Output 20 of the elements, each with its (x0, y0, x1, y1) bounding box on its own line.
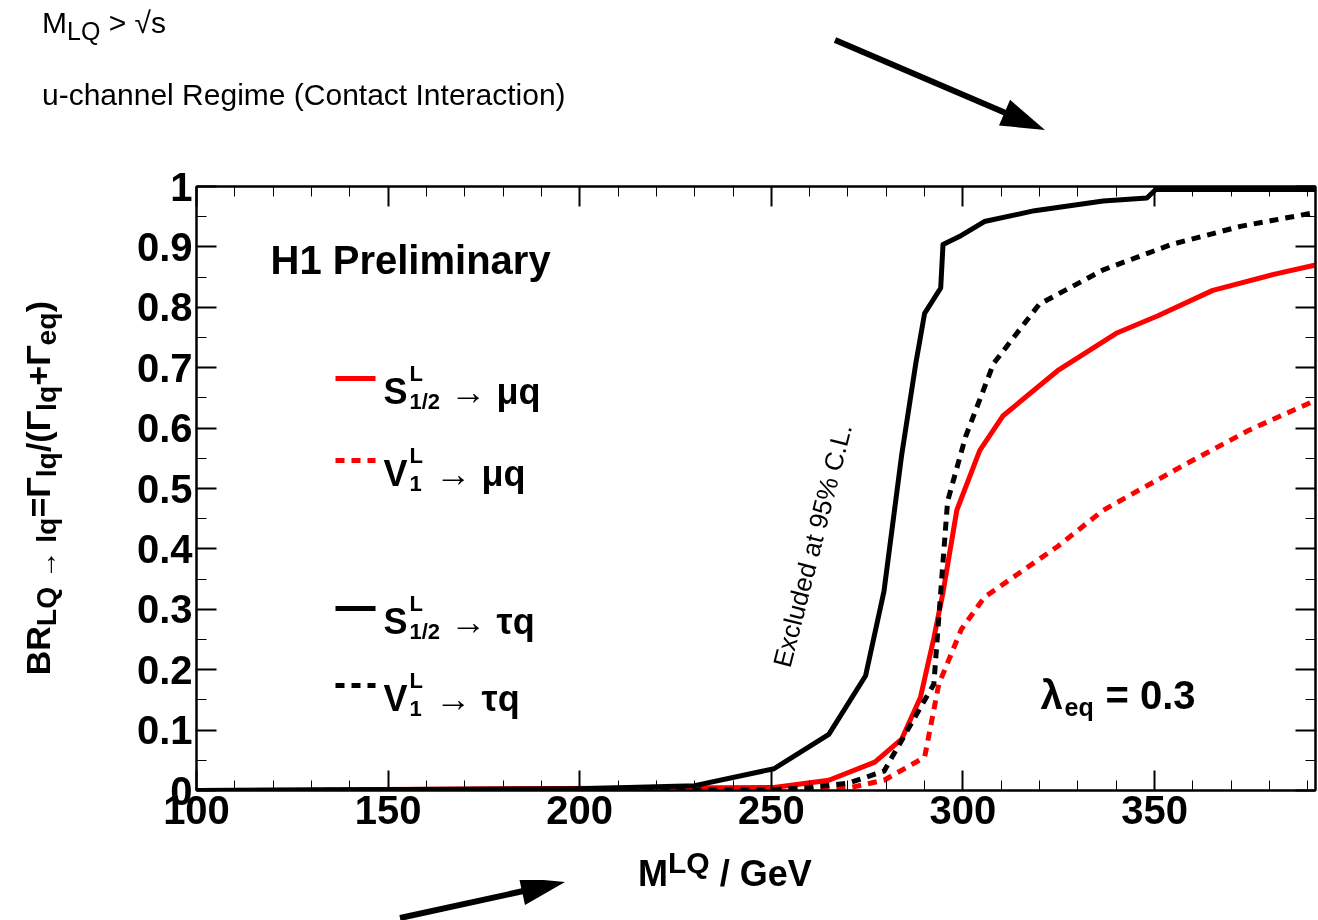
x-tick-label: 350 (1121, 787, 1188, 832)
x-tick-label: 300 (929, 787, 997, 832)
x-axis-title: M$^{LQ}$ / GeV (638, 845, 812, 896)
annotation: Excluded at 95% C.L. (766, 420, 859, 671)
y-tick-label: 1 (170, 164, 193, 209)
text: M$_{LQ}$ > √s (42, 6, 167, 45)
text: u-channel Regime (Contact Interaction) (42, 78, 566, 111)
y-tick-label: 0.2 (136, 647, 193, 692)
y-tick-label: 0.8 (136, 285, 193, 330)
y-tick-label: 0.6 (136, 406, 193, 451)
y-tick-label: 0.9 (136, 224, 193, 269)
y-tick-label: 0.1 (136, 708, 193, 753)
x-tick-label: 200 (546, 787, 614, 832)
y-tick-label: 0.7 (136, 345, 193, 390)
y-tick-label: 0.5 (136, 466, 193, 511)
x-tick-label: 250 (737, 787, 805, 832)
y-tick-label: 0.3 (136, 587, 193, 632)
y-tick-label: 0.4 (136, 526, 194, 571)
x-tick-label: 150 (354, 787, 422, 832)
annotation: H1 Preliminary (270, 237, 552, 282)
